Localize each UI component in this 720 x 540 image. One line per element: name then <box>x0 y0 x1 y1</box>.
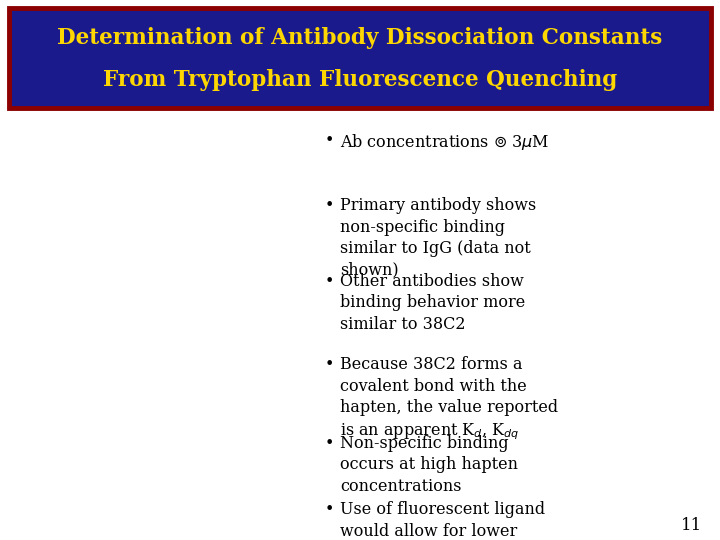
Text: •: • <box>325 273 335 289</box>
Text: •: • <box>325 501 335 518</box>
Text: •: • <box>325 435 335 451</box>
Text: 11: 11 <box>680 517 702 534</box>
Text: •: • <box>325 356 335 373</box>
Text: Because 38C2 forms a
covalent bond with the
hapten, the value reported
is an app: Because 38C2 forms a covalent bond with … <box>340 356 558 442</box>
FancyBboxPatch shape <box>9 8 711 108</box>
Text: Other antibodies show
binding behavior more
similar to 38C2: Other antibodies show binding behavior m… <box>340 273 525 333</box>
Text: Use of fluorescent ligand
would allow for lower
ligand concentrations: Use of fluorescent ligand would allow fo… <box>340 501 545 540</box>
Text: Non-specific binding
occurs at high hapten
concentrations: Non-specific binding occurs at high hapt… <box>340 435 518 495</box>
Text: Primary antibody shows
non-specific binding
similar to IgG (data not
shown): Primary antibody shows non-specific bind… <box>340 197 536 279</box>
Text: •: • <box>325 132 335 149</box>
Text: From Tryptophan Fluorescence Quenching: From Tryptophan Fluorescence Quenching <box>103 69 617 91</box>
Text: Determination of Antibody Dissociation Constants: Determination of Antibody Dissociation C… <box>58 27 662 49</box>
Text: Ab concentrations $\circledcirc$ 3$\mu$M: Ab concentrations $\circledcirc$ 3$\mu$M <box>340 132 549 152</box>
Text: •: • <box>325 197 335 214</box>
